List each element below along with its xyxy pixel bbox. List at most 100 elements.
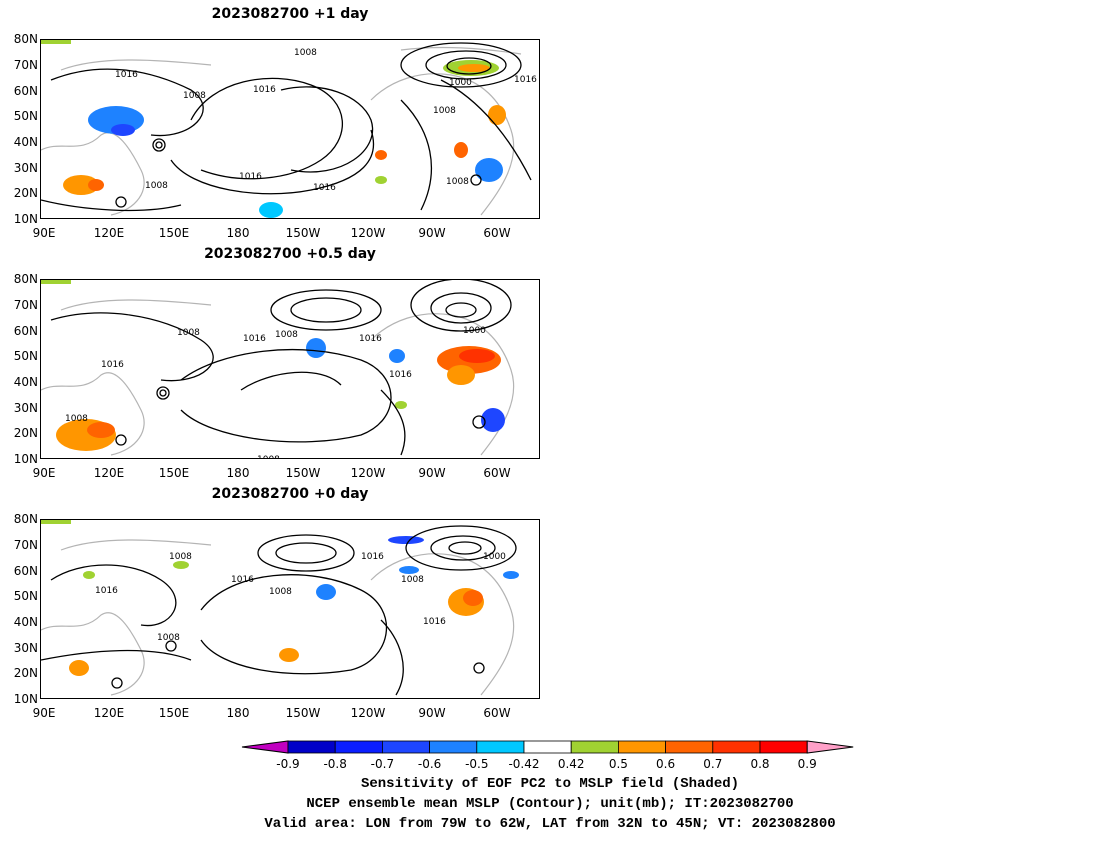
- isobars: [50, 280, 512, 456]
- lat-label: 50N: [13, 109, 38, 123]
- contour-label: 1008: [177, 328, 200, 338]
- colorbar-segment: [287, 740, 336, 754]
- lon-label: 150W: [285, 226, 321, 240]
- contour-label: 1008: [145, 181, 168, 191]
- lat-label: 80N: [13, 272, 38, 286]
- lon-label: 120E: [93, 466, 125, 480]
- contour-labels: 1008 1016 1008 1016 1000 1016 1016 1008 …: [65, 326, 486, 459]
- colorbar-segment: [570, 740, 619, 754]
- contour-label: 1000: [463, 326, 486, 336]
- lon-label: 180: [226, 706, 250, 720]
- colorbar-tick-label: -0.42: [508, 757, 540, 771]
- lon-label: 150W: [285, 466, 321, 480]
- lat-label: 70N: [13, 298, 38, 312]
- contour-label: 1008: [294, 48, 317, 58]
- contour-label: 1008: [65, 414, 88, 424]
- map-panel-3: 1008 1016 1016 1008 1016 1000 1008 1016 …: [40, 519, 540, 699]
- contour-label: 1008: [446, 177, 469, 187]
- contour-label: 1016: [514, 75, 537, 85]
- colorbar-arrow-high: [806, 740, 854, 754]
- colorbar-arrow-low: [241, 740, 289, 754]
- lat-label: 70N: [13, 538, 38, 552]
- colorbar-tick-label: -0.5: [465, 757, 489, 771]
- colorbar-tick-label: -0.6: [417, 757, 442, 771]
- map-canvas-1: 1008 1016 1008 1016 1008 1000 1016 1016 …: [41, 40, 537, 218]
- lat-label: 30N: [13, 401, 38, 415]
- colorbar-segment: [334, 740, 383, 754]
- contour-label: 1016: [231, 575, 254, 585]
- contour-label: 1016: [95, 586, 118, 596]
- lat-label: 10N: [13, 212, 38, 226]
- lat-label: 40N: [13, 375, 38, 389]
- lat-label: 60N: [13, 84, 38, 98]
- colorbar-segment: [759, 740, 808, 754]
- lat-label: 40N: [13, 135, 38, 149]
- legend-line-1: Sensitivity of EOF PC2 to MSLP field (Sh…: [360, 776, 740, 792]
- lon-label: 60W: [483, 706, 511, 720]
- shading: [41, 520, 519, 676]
- map-canvas-2: 1008 1016 1008 1016 1000 1016 1016 1008 …: [41, 280, 515, 459]
- map-canvas-3: 1008 1016 1016 1008 1016 1000 1008 1016 …: [41, 520, 519, 696]
- lon-label: 90W: [418, 466, 446, 480]
- colorbar-segment: [665, 740, 714, 754]
- lon-label: 180: [226, 466, 250, 480]
- lon-label: 60W: [483, 226, 511, 240]
- colorbar-tick-label: 0.42: [557, 757, 585, 771]
- legend-line-3: Valid area: LON from 79W to 62W, LAT fro…: [264, 816, 836, 832]
- lat-label: 60N: [13, 324, 38, 338]
- contour-label: 1008: [169, 552, 192, 562]
- contour-label: 1008: [157, 633, 180, 643]
- contour-label: 1000: [483, 552, 506, 562]
- contour-label: 1008: [433, 106, 456, 116]
- contour-labels: 1008 1016 1008 1016 1008 1000 1016 1016 …: [115, 48, 537, 193]
- colorbar-tick-label: 0.8: [750, 757, 770, 771]
- panel-title-3: 2023082700 +0 day: [211, 486, 369, 502]
- contour-label: 1008: [401, 575, 424, 585]
- colorbar-tick-label: 0.9: [797, 757, 817, 771]
- panel-title-2: 2023082700 +0.5 day: [204, 246, 376, 262]
- lon-label: 90W: [418, 226, 446, 240]
- map-panel-1: 1008 1016 1008 1016 1008 1000 1016 1016 …: [40, 39, 540, 219]
- lat-label: 20N: [13, 666, 38, 680]
- coastlines: [41, 46, 522, 216]
- lon-label: 120E: [93, 706, 125, 720]
- lon-label: 120E: [93, 226, 125, 240]
- colorbar-tick-label: -0.8: [323, 757, 347, 771]
- shading: [41, 280, 505, 451]
- coastlines: [41, 299, 515, 456]
- lon-label: 150E: [158, 466, 190, 480]
- contour-label: 1000: [449, 78, 472, 88]
- lat-label: 50N: [13, 589, 38, 603]
- contour-label: 1016: [313, 183, 336, 193]
- colorbar-segment: [476, 740, 525, 754]
- lat-label: 70N: [13, 58, 38, 72]
- lat-label: 10N: [13, 452, 38, 466]
- isobars: [41, 42, 532, 212]
- lon-label: 90E: [32, 226, 56, 240]
- contour-label: 1016: [253, 85, 276, 95]
- lon-label: 150E: [158, 226, 190, 240]
- lon-label: 150W: [285, 706, 321, 720]
- contour-label: 1016: [423, 617, 446, 627]
- lon-label: 120W: [350, 706, 386, 720]
- contour-label: 1008: [257, 455, 280, 459]
- lat-label: 30N: [13, 161, 38, 175]
- colorbar-tick-label: 0.7: [703, 757, 723, 771]
- isobars: [41, 525, 517, 696]
- lat-label: 80N: [13, 32, 38, 46]
- colorbar-segment: [617, 740, 666, 754]
- lon-label: 60W: [483, 466, 511, 480]
- panel-title-1: 2023082700 +1 day: [211, 6, 369, 22]
- coastlines: [41, 539, 515, 696]
- contour-label: 1016: [239, 172, 262, 182]
- lat-label: 40N: [13, 615, 38, 629]
- lon-label: 90W: [418, 706, 446, 720]
- colorbar-segment: [381, 740, 430, 754]
- lat-label: 30N: [13, 641, 38, 655]
- contour-label: 1016: [359, 334, 382, 344]
- lat-label: 20N: [13, 186, 38, 200]
- colorbar-tick-label: 0.5: [608, 757, 628, 771]
- colorbar: [241, 740, 854, 754]
- lat-label: 80N: [13, 512, 38, 526]
- colorbar-tick-label: -0.9: [276, 757, 300, 771]
